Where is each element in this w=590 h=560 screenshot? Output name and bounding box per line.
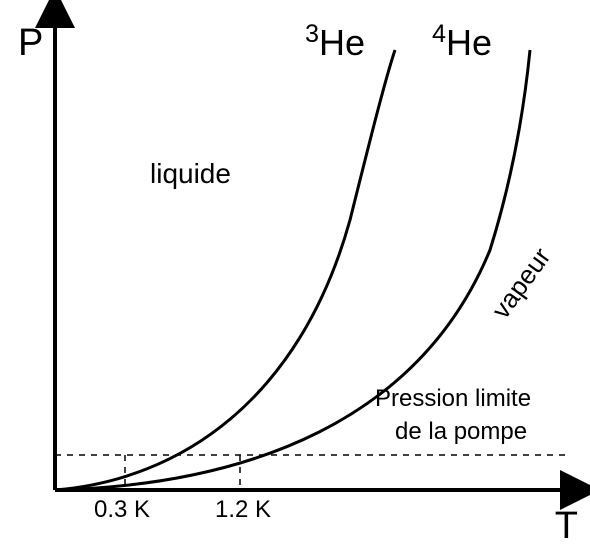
chart-svg [0,0,590,560]
xtick-label-12k: 1.2 K [215,496,271,524]
he3-superscript: 3 [305,20,319,48]
limit-label-line2: de la pompe [395,418,527,446]
phase-diagram-chart: P T 3He 4He liquide vapeur Pression limi… [0,0,590,560]
y-axis-label: P [18,22,43,65]
limit-label-line1: Pression limite [375,385,531,413]
xtick-label-03k: 0.3 K [94,496,150,524]
he3-symbol: He [319,22,365,63]
he4-superscript: 4 [432,20,446,48]
curve-label-he4: 4He [432,20,492,64]
region-label-liquid: liquide [150,158,231,190]
x-axis-label: T [555,505,578,548]
curve-he3 [55,50,395,490]
curve-label-he3: 3He [305,20,365,64]
he4-symbol: He [446,22,492,63]
